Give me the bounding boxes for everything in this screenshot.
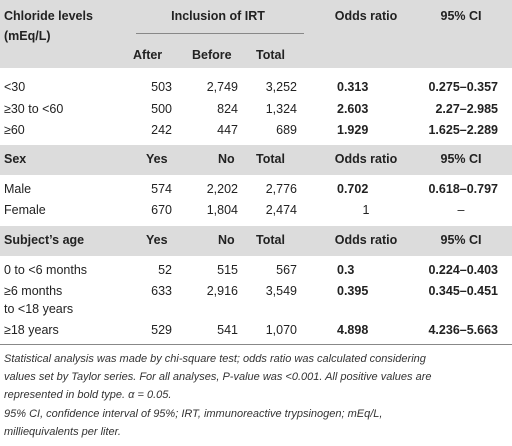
cell-no: 1,804 [206,203,238,217]
cell-ci: 0.345–0.451 [428,284,498,298]
footnote-line: values set by Taylor series. For all ana… [4,371,432,383]
cell-yes: 529 [151,323,172,337]
header-band-age [0,226,512,256]
cell-no: 2,916 [206,284,238,298]
yes-header: Yes [146,152,168,166]
cell-odds: 4.898 [337,323,369,337]
cell-no: 541 [217,323,238,337]
cell-total: 1,070 [265,323,297,337]
inclusion-underline [136,33,304,34]
cell-total: 3,549 [265,284,297,298]
header-band-chloride [0,0,512,68]
no-header: No [218,152,235,166]
cell-odds: 0.702 [337,182,369,196]
row-label: ≥18 years [4,323,59,337]
cell-ci: 0.224–0.403 [428,263,498,277]
header-band-sex [0,145,512,175]
cell-total: 689 [276,123,297,137]
chloride-label: Chloride levels [4,9,93,23]
cell-ci: 0.275–0.357 [428,80,498,94]
cell-ci: 0.618–0.797 [428,182,498,196]
cell-after: 500 [151,102,172,116]
before-header: Before [192,48,232,62]
cell-ci: 1.625–2.289 [428,123,498,137]
total-header: Total [256,233,285,247]
row-label: 0 to <6 months [4,263,88,277]
age-header: Subject’s age [4,233,85,247]
cell-no: 515 [217,263,238,277]
after-header: After [133,48,163,62]
total-header: Total [256,152,285,166]
cell-yes: 670 [151,203,172,217]
cell-odds: 2.603 [337,102,369,116]
cell-odds: 0.3 [337,263,355,277]
row-label: Male [4,182,32,196]
footnote-line: milliequivalents per liter. [4,426,121,438]
cell-no: 2,202 [206,182,238,196]
inclusion-header: Inclusion of IRT [171,9,265,23]
cell-odds: 0.395 [337,284,369,298]
cell-after: 242 [151,123,172,137]
cell-total: 567 [276,263,297,277]
no-header: No [218,233,235,247]
odds-header: Odds ratio [334,152,398,166]
odds-header: Odds ratio [334,9,398,23]
cell-before: 447 [217,123,238,137]
cell-yes: 633 [151,284,172,298]
cell-total: 2,776 [265,182,297,196]
ci-header: 95% CI [440,152,482,166]
cell-odds: 0.313 [337,80,369,94]
cell-odds: 1 [362,203,370,217]
chloride-unit-label: (mEq/L) [4,29,51,43]
cell-total: 1,324 [265,102,297,116]
ci-header: 95% CI [440,9,482,23]
cell-yes: 52 [158,263,172,277]
cell-total: 2,474 [265,203,297,217]
row-label: ≥6 months [4,284,63,298]
cell-odds: 1.929 [337,123,369,137]
cell-yes: 574 [151,182,172,196]
cell-ci: 4.236–5.663 [428,323,498,337]
row-label: Female [4,203,46,217]
cell-ci: 2.27–2.985 [435,102,498,116]
footnote-line: 95% CI, confidence interval of 95%; IRT,… [4,408,383,420]
row-label: <30 [4,80,26,94]
cell-before: 824 [217,102,238,116]
table-bottom-rule [0,344,512,345]
footnote-line: Statistical analysis was made by chi-squ… [4,353,426,365]
row-label: ≥60 [4,123,25,137]
row-label: ≥30 to <60 [4,102,64,116]
yes-header: Yes [146,233,168,247]
cell-before: 2,749 [206,80,238,94]
footnote-line: represented in bold type. α = 0.05. [4,389,172,401]
cell-total: 3,252 [265,80,297,94]
ci-header: 95% CI [440,233,482,247]
odds-header: Odds ratio [334,233,398,247]
total-header: Total [256,48,285,62]
cell-after: 503 [151,80,172,94]
row-label-continued: to <18 years [4,302,74,316]
sex-header: Sex [4,152,27,166]
cell-ci: – [457,203,465,217]
